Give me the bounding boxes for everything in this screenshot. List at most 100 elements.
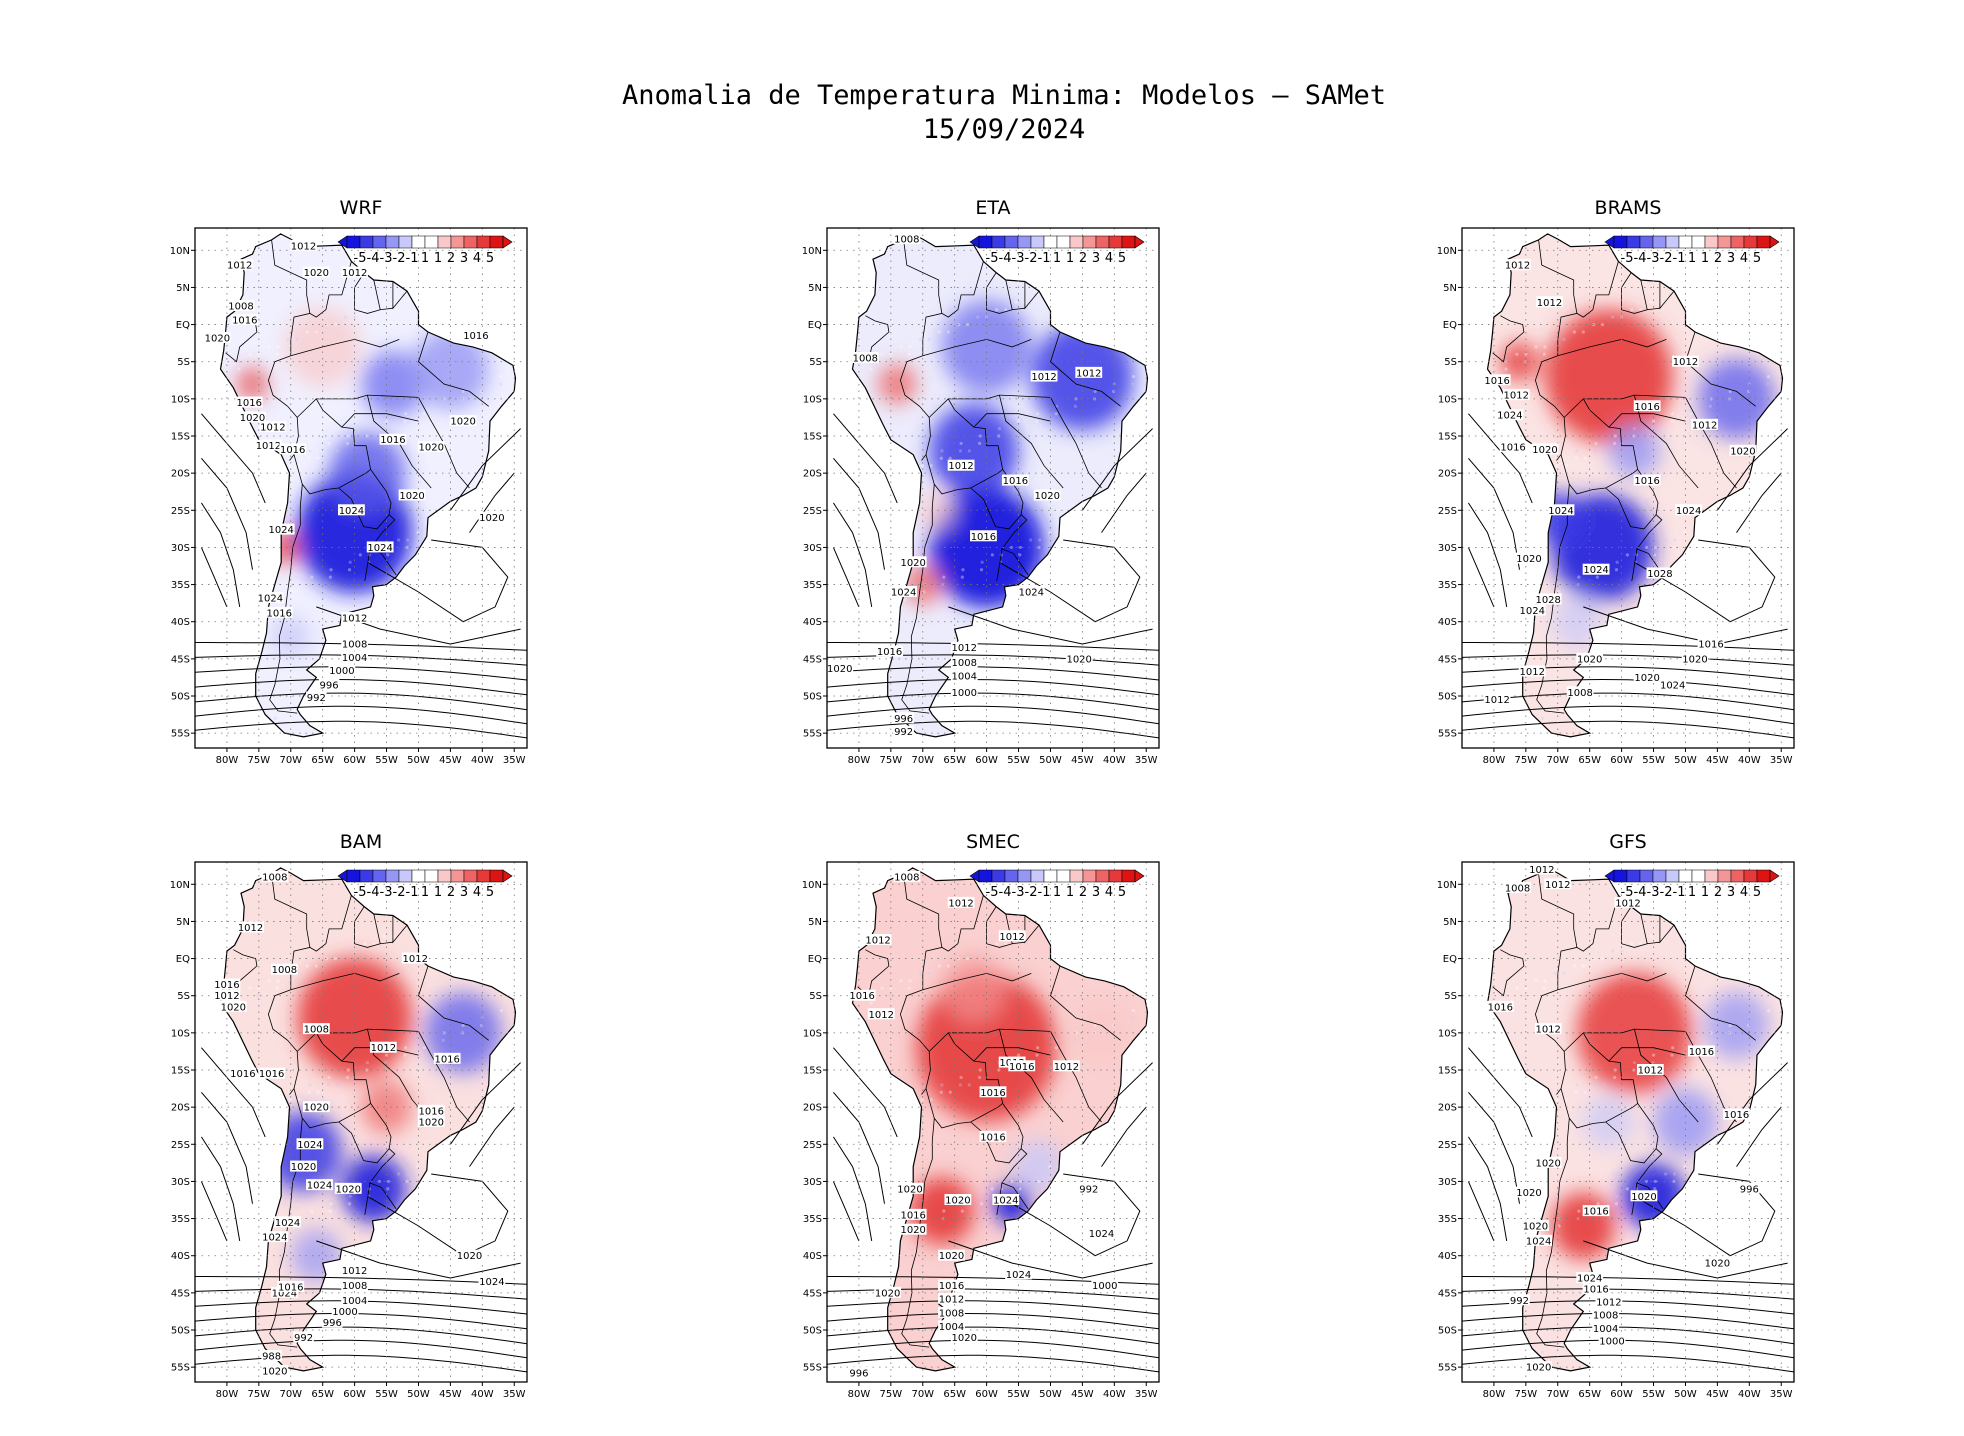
isobar-label-bg xyxy=(1566,686,1594,698)
anomaly-speckle xyxy=(333,322,338,327)
lat-label: 10S xyxy=(803,1028,822,1039)
colorbar: -5 -4 -3 -2 -1 1 1 2 3 4 5 xyxy=(1604,235,1780,266)
anomaly-speckle xyxy=(1033,927,1037,931)
isobar-label-bg xyxy=(848,1367,870,1379)
anomaly-speckle xyxy=(1689,412,1693,416)
colorbar-label: -2 xyxy=(393,251,406,266)
lat-label: 15S xyxy=(1438,1066,1457,1077)
isobar-label: 992 xyxy=(1079,1184,1098,1195)
lon-label: 75W xyxy=(880,1389,903,1400)
lat-label: 40S xyxy=(171,1251,190,1262)
anomaly-speckle xyxy=(257,986,261,990)
lat-label: 40S xyxy=(1438,617,1457,628)
colorbar: -5 -4 -3 -2 -1 1 1 2 3 4 5 xyxy=(1604,869,1780,900)
anomaly-speckle xyxy=(276,345,280,349)
colorbar-label: -5 xyxy=(1621,885,1634,900)
isobar-label: 1016 xyxy=(1488,1002,1513,1013)
anomaly-speckle xyxy=(358,553,362,557)
anomaly-speckle xyxy=(985,315,989,319)
lon-label: 65W xyxy=(1578,755,1601,766)
country-border xyxy=(269,1118,303,1348)
isobar-line xyxy=(194,1326,528,1345)
isobar-line xyxy=(1716,428,1788,511)
lon-label: 65W xyxy=(311,1389,334,1400)
isobar-label-bg xyxy=(231,314,259,326)
lat-label: 25S xyxy=(1438,1140,1457,1151)
anomaly-speckle xyxy=(1564,464,1568,468)
isobar-line xyxy=(1081,1062,1153,1145)
lon-label: 60W xyxy=(975,755,998,766)
colorbar-arrow-high xyxy=(1134,235,1145,249)
isobar-label: 1020 xyxy=(875,1288,900,1299)
anomaly-speckle xyxy=(290,590,294,594)
country-border xyxy=(903,873,943,990)
lat-label: 35S xyxy=(803,580,822,591)
isobar-label: 1012 xyxy=(948,898,973,909)
anomaly-speckle xyxy=(1515,352,1519,356)
lat-label: 5S xyxy=(177,991,190,1002)
anomaly-speckle xyxy=(403,419,407,423)
isobar-label-bg xyxy=(1001,474,1029,486)
lon-label: 60W xyxy=(975,1389,998,1400)
isobar-label-bg xyxy=(366,541,394,553)
anomaly-blob xyxy=(1500,341,1539,382)
lon-label: 80W xyxy=(848,1389,871,1400)
lon-label: 35W xyxy=(1135,755,1158,766)
lat-label: 15S xyxy=(171,1066,190,1077)
anomaly-speckle xyxy=(297,1098,301,1102)
country-border xyxy=(369,1148,397,1210)
isobar-label: 1016 xyxy=(1634,402,1659,413)
anomaly-speckle xyxy=(1036,412,1040,416)
anomaly-speckle xyxy=(1766,1016,1770,1020)
colorbar-arrow-high xyxy=(502,869,513,883)
isobar-label: 1012 xyxy=(371,1043,396,1054)
anomaly-speckle xyxy=(929,464,933,468)
isobar-label-bg xyxy=(1005,1268,1032,1280)
anomaly-speckle xyxy=(1073,404,1077,408)
country-border xyxy=(364,1182,371,1215)
anomaly-speckle xyxy=(978,1068,982,1072)
country-border xyxy=(1024,915,1040,944)
isobar-label: 1020 xyxy=(1532,445,1557,456)
isobar-label: 1020 xyxy=(457,1251,482,1262)
anomaly-speckle xyxy=(276,979,280,983)
anomaly-speckle xyxy=(1505,360,1509,364)
colorbar-label: 1 xyxy=(1701,251,1709,266)
isobar-label: 1024 xyxy=(367,543,392,554)
isobar-label: 1020 xyxy=(1535,1158,1560,1169)
anomaly-speckle xyxy=(1653,1179,1658,1184)
isobar-label: 1024 xyxy=(268,525,293,536)
isobar-label-bg xyxy=(318,678,340,690)
isobar-label-bg xyxy=(341,1264,369,1276)
isobar-line xyxy=(832,547,860,608)
isobar-line xyxy=(948,1240,1153,1279)
isobar-label-bg xyxy=(938,1292,965,1304)
anomaly-speckle xyxy=(1583,456,1587,460)
anomaly-speckle xyxy=(1612,1075,1617,1080)
isobar-line xyxy=(449,428,521,511)
anomaly-speckle xyxy=(382,300,386,304)
anomaly-speckle xyxy=(1576,582,1580,587)
isobar-line xyxy=(826,720,1160,739)
anomaly-blob xyxy=(361,350,425,418)
isobar-label-bg xyxy=(235,396,263,408)
isobar-label-bg xyxy=(449,415,477,427)
anomaly-speckle xyxy=(1014,300,1018,304)
colorbar-swatch xyxy=(1017,235,1032,249)
anomaly-speckle xyxy=(377,1179,382,1184)
anomaly-speckle xyxy=(363,942,367,946)
isobar-line xyxy=(1461,678,1795,696)
isobar-label-bg xyxy=(331,1305,359,1317)
isobar-label: 1024 xyxy=(891,588,916,599)
anomaly-speckle xyxy=(929,1098,933,1102)
anomaly-speckle xyxy=(345,1075,350,1080)
country-border xyxy=(941,895,984,952)
anomaly-speckle xyxy=(1016,1053,1021,1057)
anomaly-speckle xyxy=(920,1098,924,1102)
colorbar-label: 4 xyxy=(473,885,481,900)
isobar-label-bg xyxy=(213,989,241,1001)
lat-label: 25S xyxy=(171,506,190,517)
colorbar-swatch xyxy=(1095,869,1110,883)
anomaly-speckle xyxy=(1583,1090,1587,1094)
